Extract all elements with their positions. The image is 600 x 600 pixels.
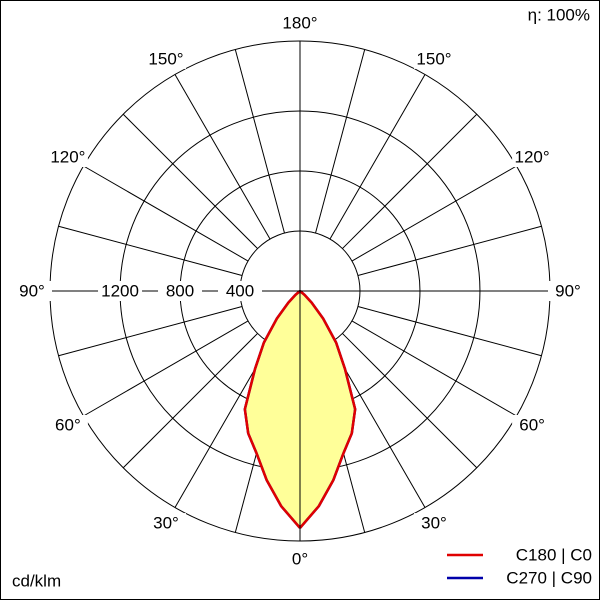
angle-label: 30° [153,514,179,533]
spoke [58,306,243,357]
r-tick-label: 400 [226,281,254,300]
label-bg [512,147,553,167]
label-bg [158,281,203,301]
spoke [234,49,285,234]
legend-label: C180 | C0 [516,545,592,564]
label-bg [218,281,263,301]
spoke [342,113,478,249]
intensity-curve [299,290,357,529]
label-bg [146,513,186,534]
spoke [329,74,426,240]
legend-label: C270 | C90 [506,568,592,587]
spoke [122,333,258,469]
angle-label: 120° [515,147,550,166]
spoke [357,306,542,357]
r-tick-label: 800 [166,281,194,300]
spoke [357,225,542,276]
label-bg [146,48,186,69]
angle-label: 60° [55,415,81,434]
angle-label: 90° [19,281,45,300]
spoke [351,320,517,417]
label-bg [47,415,88,435]
angle-label: 60° [519,415,545,434]
efficiency-label: η: 100% [528,5,590,24]
angle-label: 0° [292,549,308,568]
unit-label: cd/klm [12,571,61,590]
angle-label: 120° [50,147,85,166]
spoke [351,165,517,262]
label-bg [512,415,553,435]
label-bg [47,147,88,167]
angle-label: 30° [421,514,447,533]
spoke [342,333,478,469]
label-bg [414,48,454,69]
angle-label: 90° [555,281,581,300]
spoke [174,74,271,240]
spoke [315,49,366,234]
label-bg [98,281,143,301]
angle-label: 150° [416,49,451,68]
label-bg [414,513,454,534]
spoke [122,113,258,249]
label-bg [280,13,320,33]
angle-label: 150° [148,49,183,68]
spoke [83,165,249,262]
intensity-curve [243,290,301,529]
label-bg [280,549,320,569]
label-bg [12,281,52,301]
spoke [83,320,249,417]
r-tick-label: 1200 [101,281,139,300]
angle-label: 180° [282,13,317,32]
label-bg [548,281,588,301]
spoke [58,225,243,276]
